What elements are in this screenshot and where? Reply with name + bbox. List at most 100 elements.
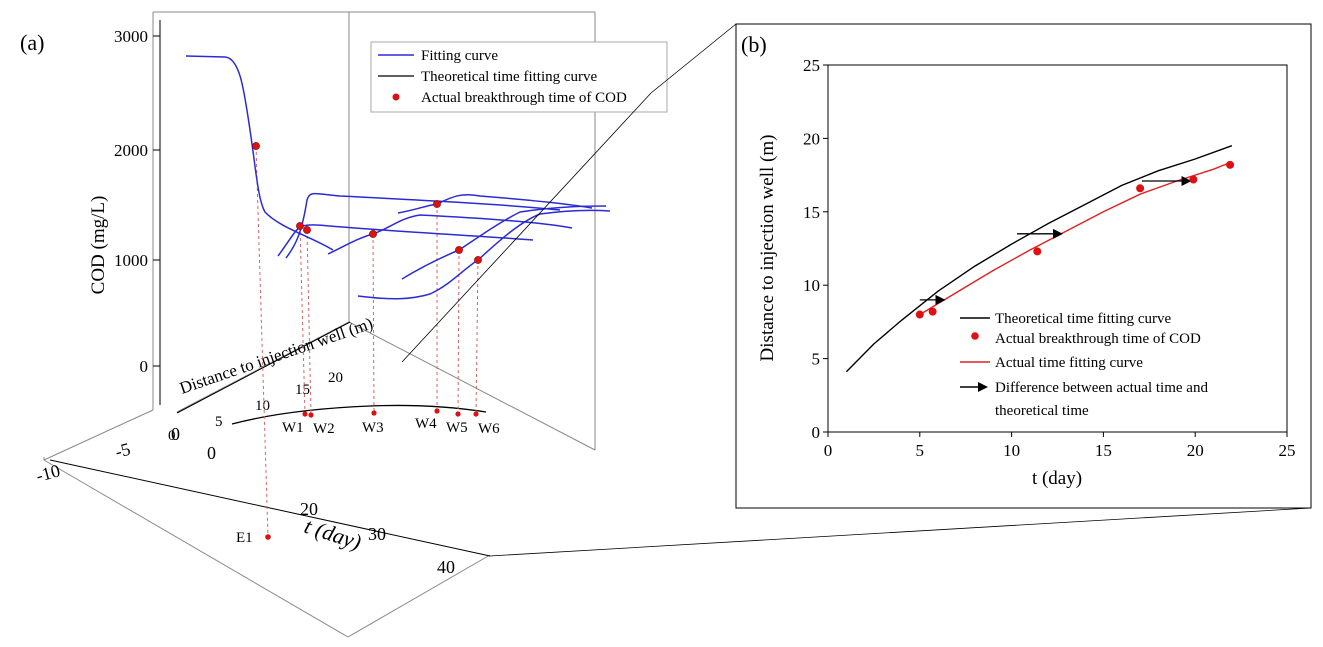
legend-b-label-points: Actual breakthrough time of COD: [995, 331, 1201, 347]
cod-tick-label: 3000: [114, 27, 148, 46]
projection-line-w2: [306, 229, 312, 416]
t-axis-line: [49, 459, 491, 557]
plot-b-yticks: 0 5 10 15 20 25: [803, 56, 828, 442]
breakthrough-marker-w5: [455, 246, 463, 254]
plot-b-area: [827, 64, 1288, 433]
fitting-curve-w1: [277, 224, 534, 257]
t-tick-label: -5: [113, 439, 133, 462]
zoom-connector-bottom: [489, 507, 1312, 557]
panel-b-legend: Theoretical time fitting curve Actual br…: [960, 311, 1208, 419]
distance-tick-label: 0: [168, 428, 176, 444]
ground-marker-w5: [455, 411, 461, 417]
fitting-curve-w4: [397, 193, 593, 214]
fitting-curve-w3: [327, 214, 573, 255]
projection-line-w1: [299, 225, 306, 415]
legend-b-label-actual-curve: Actual time fitting curve: [995, 355, 1143, 371]
x-tick-label: 25: [1279, 441, 1296, 460]
y-tick-label: 20: [803, 129, 820, 148]
y-tick-label: 0: [812, 423, 821, 442]
fitting-curve-w5: [401, 205, 607, 280]
fitting-curve-e1: [185, 55, 334, 251]
breakthrough-point: [915, 310, 924, 319]
well-label: W3: [362, 420, 384, 436]
difference-arrowhead: [1053, 228, 1064, 239]
ground-theoretical-curve: [231, 404, 487, 425]
ground-well-markers: [265, 408, 479, 540]
difference-arrowhead: [935, 294, 946, 305]
projection-line-w6: [475, 259, 479, 415]
distance-axis-ticks: 20 15 10 5 0: [168, 370, 343, 444]
ground-marker-w3: [371, 410, 377, 416]
breakthrough-marker-w2: [303, 226, 311, 234]
panel-a-legend: Fitting curve Theoretical time fitting c…: [370, 41, 668, 113]
distance-axis-line: [176, 321, 351, 414]
zoom-connector-mid: [401, 92, 652, 363]
t-tick-label: 40: [437, 557, 455, 577]
ground-marker-w4: [434, 408, 440, 414]
projection-line-w3: [372, 233, 375, 414]
panel-a: 3000 2000 1000 0 COD (mg/L) (a) Distance…: [20, 11, 668, 638]
plot-b-marks: [845, 145, 1235, 373]
x-tick-label: 0: [824, 441, 833, 460]
t-axis-label: t (day): [301, 513, 364, 555]
legend-b-swatch-points: [971, 332, 979, 340]
cod-tick-label: 2000: [114, 141, 148, 160]
cod-tick-label: 0: [140, 357, 149, 376]
well-label: W4: [415, 416, 437, 432]
distance-tick-label: 5: [215, 414, 223, 430]
projection-line-e1: [255, 145, 269, 538]
distance-tick-label: 10: [255, 398, 270, 414]
panel-b: (b) 0 5 10 15 20 25 0 5 10 15 20 25 t (day) Distan…: [735, 23, 1312, 509]
well-label: E1: [236, 530, 253, 546]
breakthrough-point: [928, 307, 937, 316]
t-axis-ticks: -10 -5 0 0 20 30 40: [34, 424, 455, 577]
y-tick-label: 10: [803, 276, 820, 295]
legend-label-fitting: Fitting curve: [421, 48, 498, 64]
panel-a-label: (a): [20, 30, 44, 55]
frame-floor-right: [347, 554, 491, 638]
zoom-connectors: [401, 23, 1312, 557]
x-tick-label: 5: [916, 441, 925, 460]
y-tick-label: 5: [812, 350, 821, 369]
frame-floor-left: [43, 459, 349, 638]
zoom-connector-top: [650, 23, 737, 94]
well-label: W1: [282, 420, 304, 436]
well-label: W5: [446, 420, 468, 436]
well-labels: E1 W1 W2 W3 W4 W5 W6: [236, 416, 500, 546]
breakthrough-point: [1226, 160, 1235, 169]
distance-tick-label: 20: [328, 370, 343, 386]
ground-marker-w1: [302, 411, 308, 417]
well-label: W2: [313, 421, 335, 437]
x-tick-label: 15: [1095, 441, 1112, 460]
distance-tick-label: 15: [295, 382, 310, 398]
legend-b-label-theoretical: Theoretical time fitting curve: [995, 311, 1172, 327]
legend-b-swatch-arrowhead: [978, 382, 988, 392]
ground-marker-w6: [473, 411, 479, 417]
legend-swatch-breakthrough: [392, 93, 400, 101]
t-tick-label: 0: [207, 443, 216, 463]
breakthrough-marker-e1: [252, 142, 260, 150]
legend-label-breakthrough: Actual breakthrough time of COD: [421, 90, 627, 106]
breakthrough-point: [1136, 184, 1145, 193]
breakthrough-marker-w6: [474, 256, 482, 264]
actual-time-curve: [919, 161, 1233, 316]
breakthrough-marker-w3: [369, 230, 377, 238]
legend-label-theoretical: Theoretical time fitting curve: [421, 69, 598, 85]
cod-axis-ticks: 3000 2000 1000 0: [114, 27, 160, 376]
frame-left-to-front: [43, 409, 154, 461]
frame-right-diagonal: [348, 321, 596, 451]
breakthrough-marker-w1: [296, 222, 304, 230]
breakthrough-point: [1033, 247, 1042, 256]
y-tick-label: 25: [803, 56, 820, 75]
y-tick-label: 15: [803, 203, 820, 222]
distance-axis-label: Distance to injection well (m): [177, 314, 375, 398]
legend-b-label-difference-2: theoretical time: [995, 403, 1089, 419]
breakthrough-point: [1189, 175, 1198, 184]
projection-lines: [255, 145, 479, 538]
legend-b-label-difference-1: Difference between actual time and: [995, 380, 1208, 396]
t-tick-label: 30: [368, 524, 386, 544]
cod-axis-label: COD (mg/L): [88, 196, 109, 295]
panel-a-legend-box: [370, 41, 668, 113]
panel-b-label: (b): [741, 32, 767, 57]
